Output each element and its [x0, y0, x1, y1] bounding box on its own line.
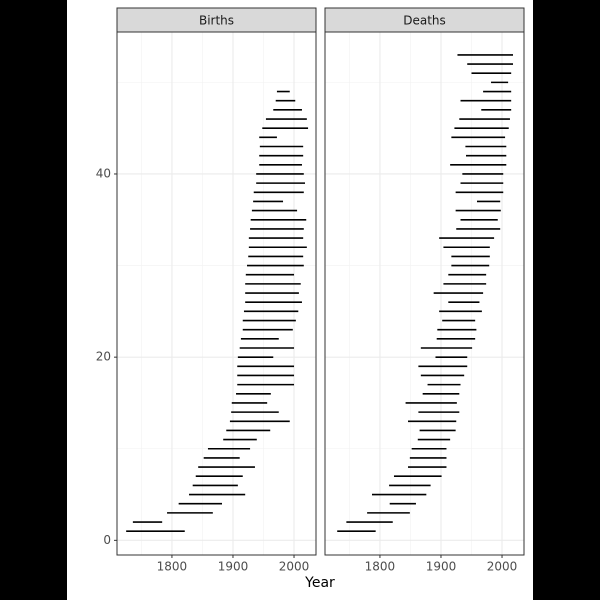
- y-tick-label: 40: [96, 166, 111, 180]
- strip: [116, 7, 317, 33]
- y-tick-label: 20: [96, 350, 111, 364]
- y-tick-label: 0: [103, 533, 111, 547]
- x-tick-label: 1800: [157, 560, 188, 574]
- strip-label: Deaths: [403, 14, 446, 28]
- x-tick-label: 1900: [218, 560, 249, 574]
- side-bar: [0, 0, 67, 600]
- x-tick-label: 2000: [279, 560, 310, 574]
- x-tick-label: 2000: [487, 560, 518, 574]
- side-bar: [533, 0, 600, 600]
- x-tick-label: 1800: [365, 560, 396, 574]
- strip: [324, 7, 525, 33]
- strip-label: Births: [199, 14, 234, 28]
- x-axis-label: Year: [304, 575, 335, 591]
- x-tick-label: 1900: [426, 560, 457, 574]
